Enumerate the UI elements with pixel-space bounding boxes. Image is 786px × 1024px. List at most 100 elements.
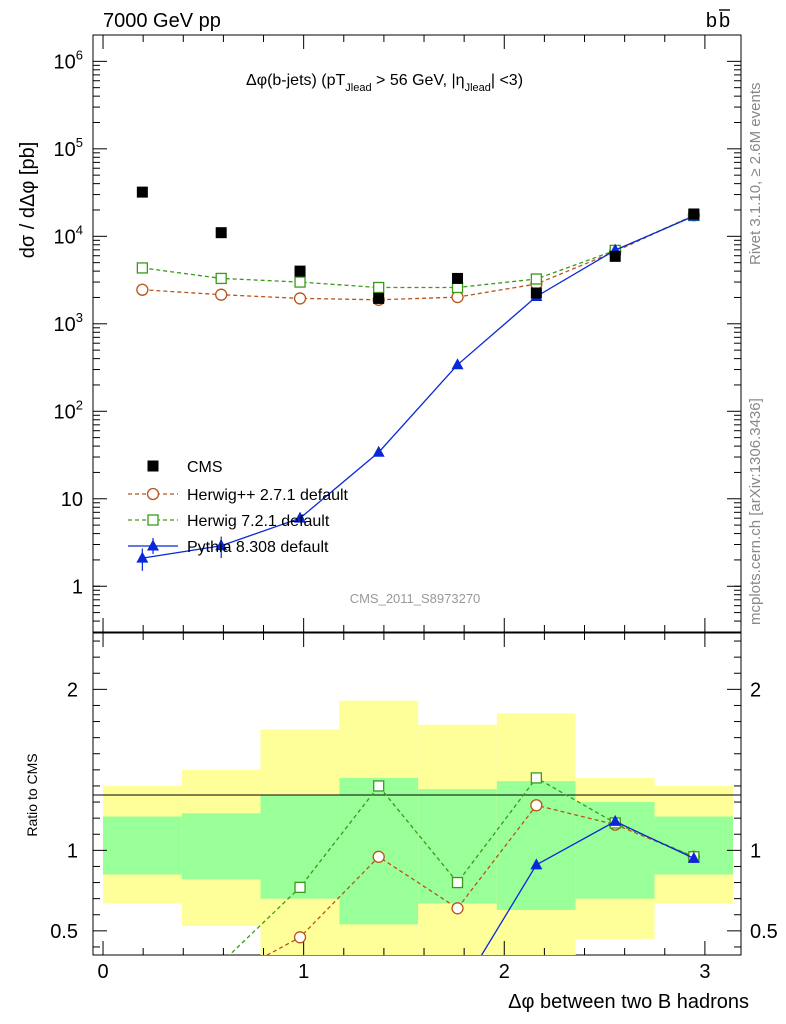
herwig-pp-line xyxy=(142,214,695,301)
title-prefix: Δφ(b-jets) (pT xyxy=(246,72,346,89)
data-point-circle xyxy=(451,290,464,304)
legend: CMS Herwig++ 2.7.1 default Herwig 7.2.1 de… xyxy=(128,459,349,556)
data-point-open-square xyxy=(294,881,306,894)
legend-label: Pythia 8.308 default xyxy=(187,539,329,556)
data-point-circle xyxy=(215,288,228,301)
legend-label: Herwig 7.2.1 default xyxy=(187,513,330,530)
analysis-id: CMS_2011_S8973270 xyxy=(350,591,481,606)
data-point-circle xyxy=(136,283,149,296)
data-point-open-square xyxy=(530,273,543,285)
y-tick-exponent: 6 xyxy=(76,47,83,62)
y-tick-base: 10 xyxy=(54,401,76,423)
y-tick-exponent: 4 xyxy=(76,222,83,237)
data-point-circle xyxy=(293,931,307,944)
ratio-tick-label-right: 0.5 xyxy=(750,921,778,943)
top-panel-frame xyxy=(92,34,742,633)
data-point-square xyxy=(452,272,464,284)
data-point-open-square xyxy=(216,958,226,968)
x-axis-title: Δφ between two B hadrons xyxy=(508,991,749,1013)
y-tick-label: 104 xyxy=(54,222,83,248)
data-point-triangle xyxy=(215,539,228,551)
herwig-72-line xyxy=(142,214,695,289)
data-point-square xyxy=(215,227,227,239)
data-point-triangle xyxy=(215,1005,227,1016)
data-point-triangle xyxy=(687,851,700,863)
ratio-axis-title: Ratio to CMS xyxy=(24,753,40,836)
data-point-open-square xyxy=(147,514,159,526)
x-tick-label: 0 xyxy=(97,961,108,983)
data-point-circle xyxy=(451,902,464,915)
band-inner-bin xyxy=(260,795,340,899)
plot-title: Δφ(b-jets) (pTJlead > 56 GeV, |ηJlead| <… xyxy=(246,72,523,94)
ratio-tick-label: 1 xyxy=(67,840,78,862)
data-point-triangle xyxy=(451,358,464,370)
data-point-open-square xyxy=(530,772,543,784)
data-point-open-square xyxy=(137,984,147,994)
band-inner-bin xyxy=(103,816,182,875)
data-point-triangle xyxy=(372,445,385,457)
y-tick-label: 105 xyxy=(54,135,83,161)
data-point-triangle xyxy=(609,814,622,826)
data-point-triangle xyxy=(294,1005,306,1016)
data-point-circle xyxy=(293,292,307,305)
data-point-circle xyxy=(530,799,543,812)
ratio-panel-series xyxy=(136,772,701,1016)
data-point-triangle xyxy=(136,1005,148,1016)
ratio-tick-label: 2 xyxy=(67,679,78,701)
y-axis-title: dσ / dΔφ [pb] xyxy=(17,142,39,259)
data-point-triangle xyxy=(530,858,543,870)
data-point-triangle xyxy=(452,988,464,999)
legend-label: CMS xyxy=(187,459,223,476)
process-label: 7000 GeV pp xyxy=(103,10,221,32)
data-point-square xyxy=(530,287,542,299)
data-point-circle xyxy=(137,993,148,1004)
y-tick-label: 103 xyxy=(54,310,83,336)
title-sub1: Jlead xyxy=(345,82,371,94)
y-tick-label: 106 xyxy=(54,47,83,73)
title-sub2: Jlead xyxy=(465,82,491,94)
ratio-tick-label-right: 2 xyxy=(750,679,761,701)
ratio-herwig-pp-line xyxy=(265,804,695,955)
final-state-b: b xyxy=(706,10,717,32)
y-tick-base: 10 xyxy=(54,226,76,248)
y-tick-base: 10 xyxy=(54,139,76,161)
data-point-square xyxy=(609,250,621,262)
y-tick-label: 10 xyxy=(61,489,83,511)
x-tick-label: 1 xyxy=(298,961,309,983)
y-tick-exponent: 2 xyxy=(76,397,83,412)
data-point-open-square xyxy=(215,272,227,285)
data-point-square xyxy=(147,460,159,472)
final-state-bbar: b xyxy=(719,10,730,32)
mcplots-label: mcplots.cern.ch [arXiv:1306.3436] xyxy=(747,398,764,625)
pythia-line xyxy=(142,215,695,559)
ratio-tick-label: 0.5 xyxy=(50,921,78,943)
data-point-open-square xyxy=(294,276,306,288)
ratio-tick-label-right: 1 xyxy=(750,840,761,862)
data-point-square xyxy=(373,292,385,304)
legend-label: Herwig++ 2.7.1 default xyxy=(187,487,349,504)
y-tick-exponent: 3 xyxy=(76,310,83,325)
y-tick-base: 10 xyxy=(54,314,76,336)
y-tick-label: 102 xyxy=(54,397,83,423)
data-point-open-square xyxy=(451,876,464,889)
data-point-open-square xyxy=(373,780,385,792)
x-tick-label: 3 xyxy=(699,961,710,983)
y-tick-label: 1 xyxy=(72,576,83,598)
ratio-bands xyxy=(103,700,733,955)
data-point-triangle xyxy=(294,511,307,523)
axis-ticks xyxy=(93,34,741,955)
data-point-open-square xyxy=(373,281,385,294)
data-point-square xyxy=(688,208,700,220)
rivet-label: Rivet 3.1.10, ≥ 2.6M events xyxy=(747,83,764,266)
ratio-herwig-72-line xyxy=(228,777,695,955)
data-point-triangle xyxy=(373,1002,385,1013)
y-tick-exponent: 5 xyxy=(76,135,83,150)
data-point-open-square xyxy=(136,262,149,274)
data-point-square xyxy=(136,186,148,198)
data-point-circle xyxy=(372,850,385,863)
title-suffix: | <3) xyxy=(491,72,523,89)
data-point-triangle xyxy=(147,539,159,551)
data-point-circle xyxy=(216,974,227,985)
